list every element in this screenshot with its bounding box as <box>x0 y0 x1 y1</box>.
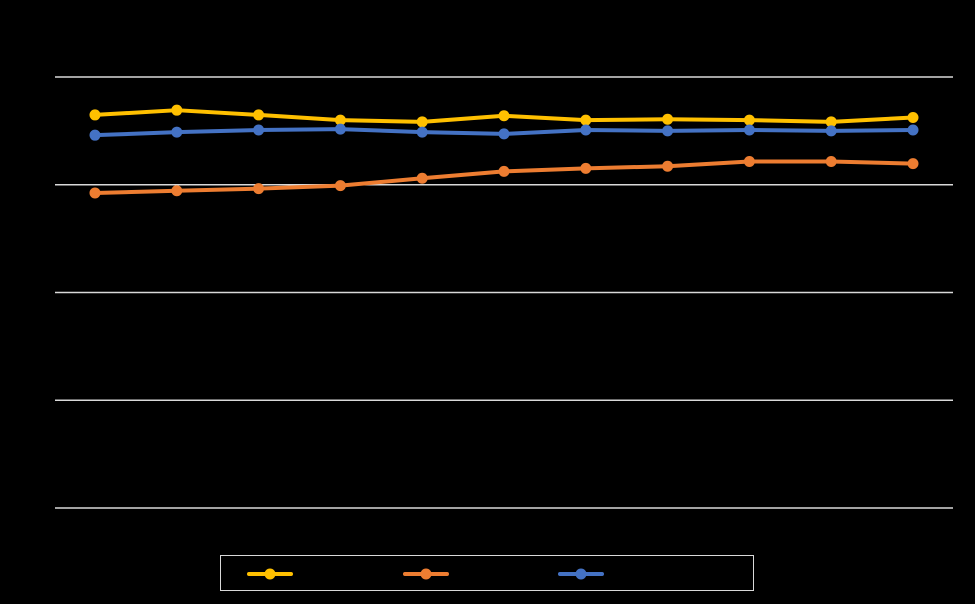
gridlines <box>55 76 953 509</box>
series-lines <box>89 104 919 199</box>
legend <box>220 555 754 591</box>
data-point-1-7 <box>662 160 674 172</box>
data-point-0-5 <box>498 110 510 122</box>
data-point-0-6 <box>580 114 592 126</box>
data-point-0-8 <box>743 114 755 126</box>
data-point-0-10 <box>907 112 919 124</box>
data-point-2-4 <box>416 126 428 138</box>
data-point-1-1 <box>171 185 183 197</box>
data-point-2-7 <box>662 125 674 137</box>
data-point-2-9 <box>825 125 837 137</box>
data-point-1-2 <box>253 183 265 195</box>
data-point-0-0 <box>89 109 101 121</box>
data-point-1-6 <box>580 162 592 174</box>
data-point-2-6 <box>580 124 592 136</box>
data-point-1-10 <box>907 158 919 170</box>
data-point-2-5 <box>498 128 510 140</box>
data-point-2-0 <box>89 129 101 141</box>
data-point-0-9 <box>825 116 837 128</box>
data-point-1-5 <box>498 165 510 177</box>
series-0 <box>89 104 919 128</box>
legend-swatch-2 <box>558 568 604 580</box>
data-point-1-3 <box>334 180 346 192</box>
data-point-1-8 <box>743 155 755 167</box>
data-point-0-7 <box>662 113 674 125</box>
data-point-1-4 <box>416 172 428 184</box>
legend-swatch-1 <box>403 568 449 580</box>
data-point-0-2 <box>253 109 265 121</box>
data-point-1-9 <box>825 155 837 167</box>
data-point-1-0 <box>89 187 101 199</box>
series-1 <box>89 155 919 199</box>
data-point-2-1 <box>171 126 183 138</box>
data-point-0-3 <box>334 114 346 126</box>
data-point-0-4 <box>416 116 428 128</box>
data-point-0-1 <box>171 104 183 116</box>
data-point-2-8 <box>743 124 755 136</box>
data-point-2-2 <box>253 124 265 136</box>
legend-swatch-0 <box>247 568 293 580</box>
data-point-2-10 <box>907 124 919 136</box>
data-point-2-3 <box>334 123 346 135</box>
series-2 <box>89 123 919 141</box>
